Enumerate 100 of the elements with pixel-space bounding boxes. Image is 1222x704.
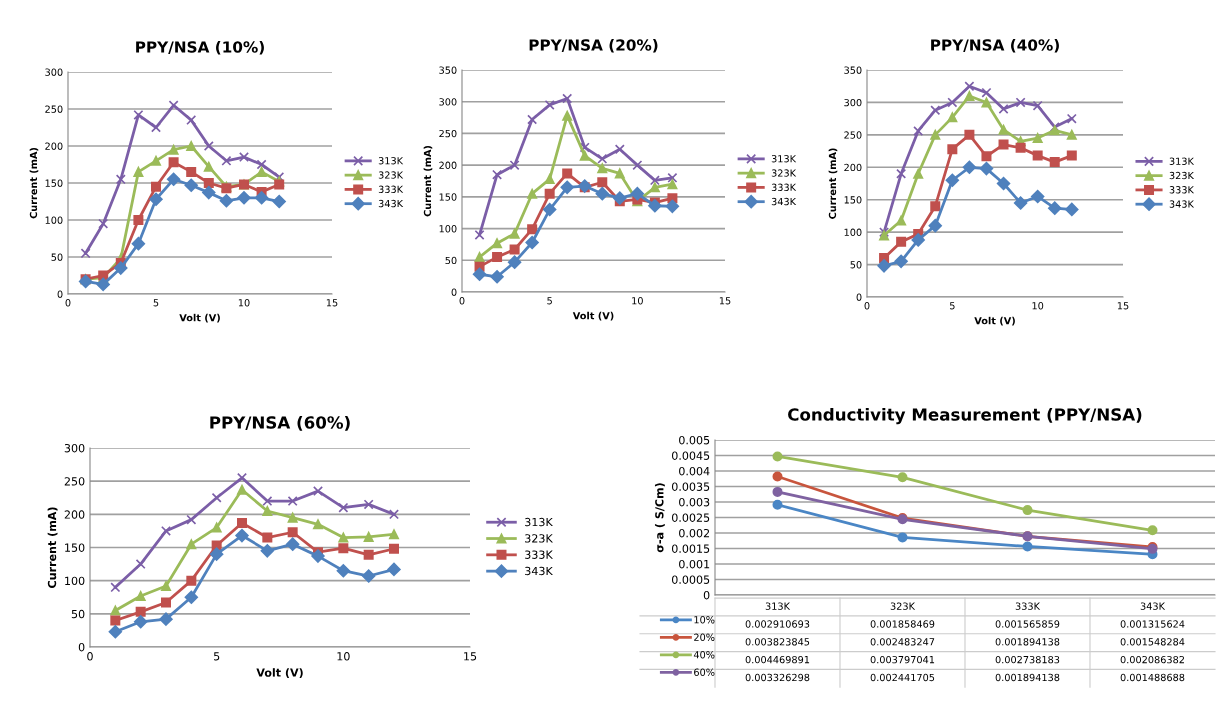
category-label: 343K	[1140, 602, 1166, 610]
y-tick-label: 300	[64, 443, 85, 453]
y-tick-label: 0.005	[679, 435, 710, 445]
data-label: 0.002910693	[745, 620, 810, 628]
data-label: 0.001894138	[995, 638, 1060, 646]
legend-label: 323K	[771, 169, 797, 177]
y-tick-label: 150	[439, 193, 457, 201]
data-label: 0.001488688	[1120, 673, 1185, 682]
legend-label: 313K	[771, 155, 797, 163]
legend-label: 10%	[694, 616, 715, 624]
x-tick-label: 10	[1032, 302, 1044, 310]
y-tick-label: 0.0025	[671, 513, 710, 522]
chart-title: Conductivity Measurement (PPY/NSA)	[788, 407, 1142, 425]
y-tick-label: 200	[64, 510, 85, 519]
legend-label: 323K	[525, 534, 553, 543]
y-tick-label: 50	[71, 609, 85, 619]
legend-label: 60%	[694, 668, 715, 676]
y-tick-label: 0.003	[679, 497, 710, 507]
y-tick-label: 0	[78, 642, 85, 652]
y-tick-label: 250	[439, 129, 457, 138]
data-label: 0.002441705	[870, 673, 935, 682]
legend-label: 40%	[693, 651, 715, 659]
legend-label: 343K	[771, 197, 797, 206]
y-tick-label: 200	[844, 163, 862, 172]
data-label: 0.001565859	[995, 620, 1060, 628]
y-tick-label: 100	[439, 225, 457, 233]
y-tick-label: 0.0015	[671, 544, 710, 553]
y-tick-label: 200	[439, 161, 457, 169]
data-label: 0.003797041	[870, 655, 935, 664]
y-tick-label: 0.004	[679, 466, 710, 476]
y-axis-title: Current (mA)	[29, 147, 39, 219]
y-axis-title: Current (mA)	[47, 507, 58, 588]
y-tick-label: 0.0035	[671, 482, 710, 491]
legend-label: 323K	[378, 171, 404, 179]
y-tick-label: 250	[844, 131, 862, 139]
y-tick-label: 300	[439, 98, 457, 106]
y-tick-label: 150	[65, 543, 85, 552]
legend-label: 323K	[1169, 171, 1195, 180]
y-tick-label: 100	[844, 228, 862, 236]
chart-title: PPY/NSA (10%)	[136, 40, 264, 55]
legend-label: 333K	[1169, 186, 1195, 194]
category-label: 323K	[890, 602, 916, 610]
y-tick-label: 300	[844, 98, 862, 107]
legend-label: 333K	[378, 185, 404, 193]
y-tick-label: 250	[64, 477, 85, 486]
data-label: 0.004469891	[745, 655, 810, 664]
y-tick-label: 0.001	[679, 559, 710, 569]
legend-label: 343K	[1169, 200, 1195, 208]
chart-title: PPY/NSA (20%)	[529, 38, 658, 53]
legend-label: 343K	[378, 199, 404, 208]
x-tick-label: 5	[949, 302, 955, 310]
y-tick-label: 250	[45, 105, 63, 113]
y-tick-label: 350	[439, 66, 457, 74]
legend-label: 333K	[525, 550, 553, 559]
x-axis-title: Volt (V)	[974, 316, 1015, 326]
data-label: 0.001548284	[1120, 638, 1185, 646]
y-tick-label: 0.002	[679, 528, 710, 538]
y-axis-title: Current (mA)	[828, 148, 838, 219]
x-tick-label: 0	[87, 652, 93, 661]
x-tick-label: 15	[326, 299, 338, 307]
y-tick-label: 200	[45, 142, 63, 150]
y-tick-label: 150	[45, 179, 63, 187]
y-tick-label: 50	[51, 253, 63, 261]
category-label: 333K	[1015, 602, 1041, 610]
y-tick-label: 50	[445, 256, 457, 265]
legend-label: 313K	[525, 517, 553, 527]
y-tick-label: 100	[45, 216, 63, 224]
legend-label: 343K	[525, 566, 553, 576]
x-tick-label: 15	[464, 652, 477, 661]
data-label: 0.002483247	[870, 638, 935, 646]
legend-label: 333K	[771, 183, 797, 191]
data-label: 0.002738183	[995, 655, 1060, 664]
y-tick-label: 0	[451, 288, 457, 296]
chart-title: PPY/NSA (40%)	[931, 38, 1059, 53]
chart-title: PPY/NSA (60%)	[210, 415, 350, 431]
data-label: 0.003823845	[745, 638, 810, 646]
legend-label: 313K	[1169, 157, 1195, 165]
x-tick-label: 10	[337, 652, 350, 661]
y-tick-label: 300	[45, 68, 63, 76]
data-label: 0.001315624	[1120, 620, 1185, 628]
category-label: 313K	[765, 602, 791, 610]
y-tick-label: 0	[703, 590, 710, 600]
x-tick-label: 0	[459, 297, 465, 305]
y-tick-label: 350	[844, 66, 862, 74]
y-axis-title: Current (mA)	[423, 145, 433, 217]
data-label: 0.002086382	[1120, 655, 1184, 664]
x-tick-label: 10	[632, 297, 643, 305]
y-tick-label: 150	[844, 196, 862, 204]
x-axis-title: Volt (V)	[572, 311, 614, 321]
legend-label: 20%	[694, 633, 715, 641]
y-tick-label: 0.0005	[671, 575, 710, 584]
y-tick-label: 100	[65, 576, 85, 586]
data-label: 0.001894138	[995, 673, 1060, 682]
x-tick-label: 15	[1117, 302, 1129, 310]
x-tick-label: 10	[238, 299, 250, 307]
x-tick-label: 5	[547, 297, 552, 305]
y-tick-label: 0	[57, 290, 63, 298]
x-tick-label: 5	[213, 652, 220, 661]
y-tick-label: 50	[850, 261, 862, 269]
legend-label: 313K	[378, 157, 404, 165]
